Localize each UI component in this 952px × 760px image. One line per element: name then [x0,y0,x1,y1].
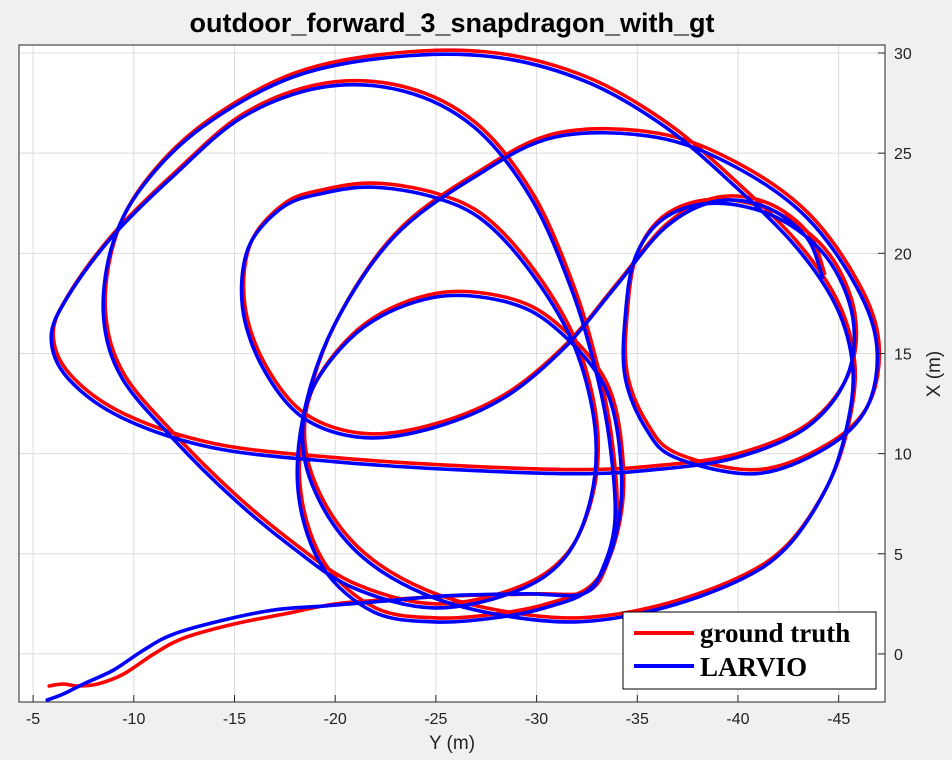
x-tick-label: -40 [726,711,749,728]
axes-box [18,44,886,703]
y-tick-label: 20 [894,246,912,263]
legend-label-ground-truth: ground truth [700,618,850,648]
x-tick-label: -35 [626,711,649,728]
series-layer [45,48,882,702]
x-tick-label: -10 [122,711,145,728]
legend-label-larvio: LARVIO [700,652,807,682]
x-tick-label: -5 [26,711,40,728]
legend-box [622,611,877,690]
x-tick-label: -25 [424,711,447,728]
y-tick-label: 25 [894,146,912,163]
x-axis-label: Y (m) [429,733,475,754]
x-tick-label: -30 [525,711,548,728]
legend: ground truth LARVIO [622,611,877,690]
chart-title: outdoor_forward_3_snapdragon_with_gt [189,8,714,38]
x-tick-label: -20 [324,711,347,728]
x-axis-ticks: -5 -10 -15 -20 -25 -30 -35 -40 -45 [26,695,850,728]
x-tick-label: -15 [223,711,246,728]
y-axis-ticks: 0 5 10 15 20 25 30 [878,46,912,664]
y-axis-label: X (m) [924,351,945,397]
plot-area [19,45,885,702]
y-tick-label: 0 [894,647,903,664]
x-tick-label: -45 [827,711,850,728]
y-tick-label: 30 [894,46,912,63]
y-tick-label: 10 [894,447,912,464]
series-line-larvio [45,52,880,702]
y-tick-label: 5 [894,547,903,564]
y-tick-label: 15 [894,346,912,363]
grid-lines [19,45,885,702]
